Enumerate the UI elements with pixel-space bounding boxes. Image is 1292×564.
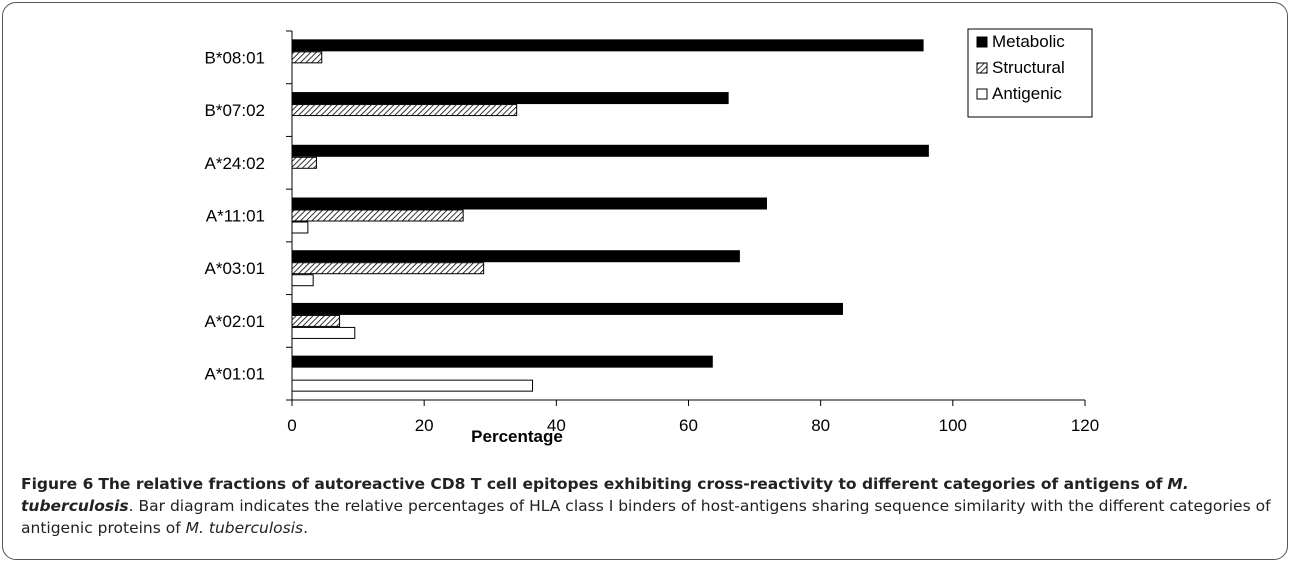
bar-antigenic-a-02-01 — [291, 326, 356, 339]
bar-metabolic-a-03-01 — [291, 250, 740, 263]
x-tick-label: 100 — [939, 416, 967, 435]
bar-structural-a-03-01 — [291, 262, 485, 275]
x-tick-label: 0 — [287, 416, 296, 435]
bar-structural-b-08-01 — [291, 51, 323, 64]
x-axis-label: Percentage — [471, 427, 563, 446]
bar-metabolic-a-02-01 — [291, 302, 843, 315]
legend-label-metabolic: Metabolic — [992, 32, 1065, 51]
figure-caption: Figure 6 The relative fractions of autor… — [21, 473, 1283, 539]
figure-title-species: M. tuberculosis — [21, 475, 1189, 515]
x-tick-label: 120 — [1071, 416, 1099, 435]
legend-label-structural: Structural — [992, 58, 1065, 77]
chart-bars — [291, 39, 929, 392]
y-tick-label: A*02:01 — [205, 312, 266, 331]
bar-antigenic-a-01-01 — [291, 379, 534, 392]
y-tick-label: A*03:01 — [205, 259, 266, 278]
y-tick-label: A*24:02 — [205, 154, 266, 173]
bar-antigenic-a-03-01 — [291, 274, 314, 287]
x-tick-label: 20 — [415, 416, 434, 435]
chart-legend: Metabolic Structural Antigenic — [967, 28, 1093, 118]
figure-caption-body: Bar diagram indicates the relative perce… — [21, 497, 1271, 537]
bar-structural-b-07-02 — [291, 104, 518, 117]
bar-structural-a-02-01 — [291, 314, 341, 327]
y-tick-label: B*08:01 — [205, 48, 266, 67]
bar-metabolic-b-07-02 — [291, 92, 729, 105]
x-tick-label: 40 — [547, 416, 566, 435]
legend-box — [967, 28, 1093, 118]
chart-axes: 0 20 40 60 80 100 120 A*01:01 A*02:01 A*03:01 A*11… — [205, 30, 1099, 435]
x-tick-label: 80 — [811, 416, 830, 435]
bar-metabolic-a-11-01 — [291, 197, 767, 210]
x-tick-label: 60 — [679, 416, 698, 435]
figure-caption-end: . — [303, 519, 309, 537]
y-tick-label: A*11:01 — [206, 207, 265, 226]
legend-swatch-metabolic — [976, 36, 988, 48]
bar-structural-a-24-02 — [291, 156, 317, 169]
bar-metabolic-a-24-02 — [291, 144, 929, 157]
legend-swatch-antigenic — [976, 88, 988, 100]
y-tick-label: B*07:02 — [205, 101, 266, 120]
bar-metabolic-b-08-01 — [291, 39, 924, 52]
figure-title-end: . — [128, 497, 134, 515]
legend-swatch-structural — [976, 62, 988, 74]
figure-caption-species: M. tuberculosis — [185, 519, 304, 537]
bar-metabolic-a-01-01 — [291, 355, 713, 368]
legend-label-antigenic: Antigenic — [992, 84, 1062, 103]
bar-antigenic-a-11-01 — [291, 221, 309, 234]
bar-structural-a-11-01 — [291, 209, 464, 222]
figure-title: The relative fractions of autoreactive C… — [98, 475, 1163, 493]
y-tick-label: A*01:01 — [205, 365, 266, 384]
bar-chart: 0 20 40 60 80 100 120 A*01:01 A*02:01 A*03:01 A*11… — [205, 28, 1099, 446]
figure-label: Figure 6 — [21, 475, 94, 493]
